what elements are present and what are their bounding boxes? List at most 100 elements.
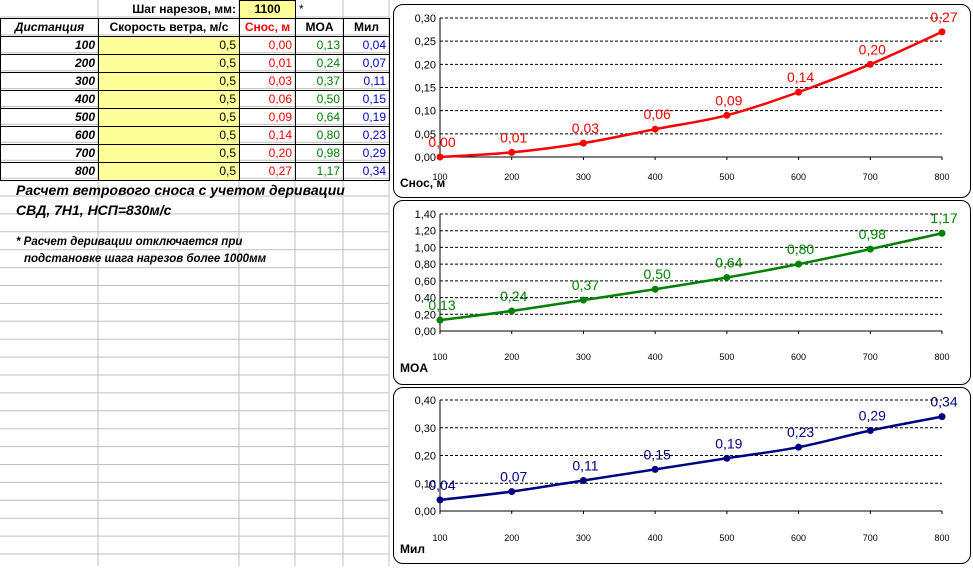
drift-cell[interactable]: 0,09	[239, 108, 296, 127]
data-label: 0,03	[572, 120, 599, 136]
table-row: 700 0,5 0,20 0,98 0,29	[0, 144, 390, 163]
data-label: 0,98	[859, 226, 886, 242]
drift-cell[interactable]: 0,00	[239, 36, 296, 55]
y-tick-label: 0,20	[415, 59, 436, 71]
cell-a1[interactable]	[1, 1, 99, 19]
data-label: 0,34	[930, 394, 957, 410]
drift-cell[interactable]: 0,20	[239, 144, 296, 163]
header-mil[interactable]: Мил	[343, 18, 390, 37]
data-label: 0,07	[500, 469, 527, 485]
distance-cell[interactable]: 200	[0, 54, 99, 73]
wind-speed-cell[interactable]: 0,5	[98, 90, 240, 109]
data-point	[866, 427, 874, 435]
x-tick-label: 500	[719, 352, 734, 362]
y-tick-label: 1,20	[415, 226, 436, 238]
moa-cell[interactable]: 0,50	[295, 90, 344, 109]
data-point	[436, 496, 444, 504]
mil-cell[interactable]: 0,04	[343, 36, 390, 55]
moa-cell[interactable]: 0,13	[295, 36, 344, 55]
drift-cell[interactable]: 0,27	[239, 162, 296, 181]
header-wind-speed[interactable]: Скорость ветра, м/с	[98, 18, 240, 37]
mil-cell[interactable]: 0,15	[343, 90, 390, 109]
moa-cell[interactable]: 0,80	[295, 126, 344, 145]
header-moa[interactable]: MOA	[295, 18, 344, 37]
x-tick-label: 100	[432, 352, 447, 362]
header-drift[interactable]: Снос, м	[239, 18, 296, 37]
drift-chart[interactable]: 0,00 0,05 0,10 0,15 0,20 0,25 0,30 100 200 300 400…	[393, 4, 971, 198]
x-tick-label: 400	[648, 352, 663, 362]
drift-cell[interactable]: 0,01	[239, 54, 296, 73]
data-point	[651, 285, 659, 293]
header-distance[interactable]: Дистанция	[0, 18, 99, 37]
data-point	[508, 488, 516, 496]
mil-cell[interactable]: 0,11	[343, 72, 390, 91]
x-tick-label: 300	[576, 533, 591, 543]
moa-cell[interactable]: 1,17	[295, 162, 344, 181]
y-tick-label: 0,00	[415, 506, 436, 518]
x-tick-label: 800	[934, 533, 949, 543]
data-label: 0,13	[428, 297, 455, 313]
wind-speed-cell[interactable]: 0,5	[98, 72, 240, 91]
data-point	[579, 139, 587, 147]
distance-cell[interactable]: 600	[0, 126, 99, 145]
distance-cell[interactable]: 500	[0, 108, 99, 127]
x-tick-label: 800	[934, 352, 949, 362]
footnote-line2: подстановке шага нарезов более 1000мм	[24, 253, 267, 265]
table-row: 500 0,5 0,09 0,64 0,19	[0, 108, 390, 127]
distance-cell[interactable]: 700	[0, 144, 99, 163]
moa-cell[interactable]: 0,98	[295, 144, 344, 163]
moa-cell[interactable]: 0,24	[295, 54, 344, 73]
y-tick-label: 0,30	[415, 13, 436, 25]
distance-cell[interactable]: 100	[0, 36, 99, 55]
moa-chart[interactable]: 0,00 0,20 0,40 0,60 0,80 1,00 1,20 1,40 100 200 30…	[393, 200, 971, 385]
y-tick-label: 0,25	[415, 36, 436, 48]
y-tick-label: 1,40	[415, 209, 436, 221]
twist-row: Шаг нарезов, мм: 1100 *	[1, 0, 390, 19]
twist-value-input[interactable]: 1100	[239, 0, 296, 19]
distance-cell[interactable]: 400	[0, 90, 99, 109]
distance-cell[interactable]: 300	[0, 72, 99, 91]
data-point	[723, 274, 731, 282]
cell-e1[interactable]	[344, 1, 390, 19]
y-axis-title: Мил	[400, 542, 425, 556]
data-label: 0,11	[572, 457, 598, 473]
wind-speed-cell[interactable]: 0,5	[98, 108, 240, 127]
y-tick-label: 0,00	[415, 152, 436, 164]
mil-chart[interactable]: 0,00 0,10 0,20 0,30 0,40 100 200 300 400 500 600 70…	[393, 387, 971, 564]
wind-speed-cell[interactable]: 0,5	[98, 36, 240, 55]
wind-speed-cell[interactable]: 0,5	[98, 54, 240, 73]
y-tick-label: 0,60	[415, 276, 436, 288]
x-tick-label: 500	[719, 172, 734, 182]
data-point	[866, 60, 874, 68]
y-tick-label: 0,80	[415, 259, 436, 271]
twist-label[interactable]: Шаг нарезов, мм:	[132, 1, 236, 16]
wind-speed-cell[interactable]: 0,5	[98, 144, 240, 163]
mil-cell[interactable]: 0,23	[343, 126, 390, 145]
data-point	[508, 307, 516, 315]
mil-cell[interactable]: 0,07	[343, 54, 390, 73]
wind-speed-cell[interactable]: 0,5	[98, 126, 240, 145]
mil-cell[interactable]: 0,29	[343, 144, 390, 163]
data-label: 0,00	[428, 134, 455, 150]
mil-cell[interactable]: 0,19	[343, 108, 390, 127]
note-subtitle: СВД, 7Н1, НСП=830м/с	[16, 202, 172, 218]
footnote-line1: * Расчет деривации отключается при	[16, 236, 243, 248]
moa-cell[interactable]: 0,37	[295, 72, 344, 91]
drift-cell[interactable]: 0,06	[239, 90, 296, 109]
series-line	[439, 415, 943, 502]
x-tick-label: 400	[648, 533, 663, 543]
x-tick-label: 500	[719, 533, 734, 543]
data-label: 1,17	[930, 210, 957, 226]
x-tick-label: 700	[863, 533, 878, 543]
twist-mark[interactable]: *	[299, 1, 304, 16]
moa-cell[interactable]: 0,64	[295, 108, 344, 127]
drift-cell[interactable]: 0,03	[239, 72, 296, 91]
drift-cell[interactable]: 0,14	[239, 126, 296, 145]
data-point	[651, 465, 659, 473]
distance-cell[interactable]: 800	[0, 162, 99, 181]
data-point	[508, 148, 516, 156]
data-label: 0,23	[787, 424, 814, 440]
data-label: 0,01	[500, 129, 527, 145]
wind-speed-cell[interactable]: 0,5	[98, 162, 240, 181]
mil-cell[interactable]: 0,34	[343, 162, 390, 181]
